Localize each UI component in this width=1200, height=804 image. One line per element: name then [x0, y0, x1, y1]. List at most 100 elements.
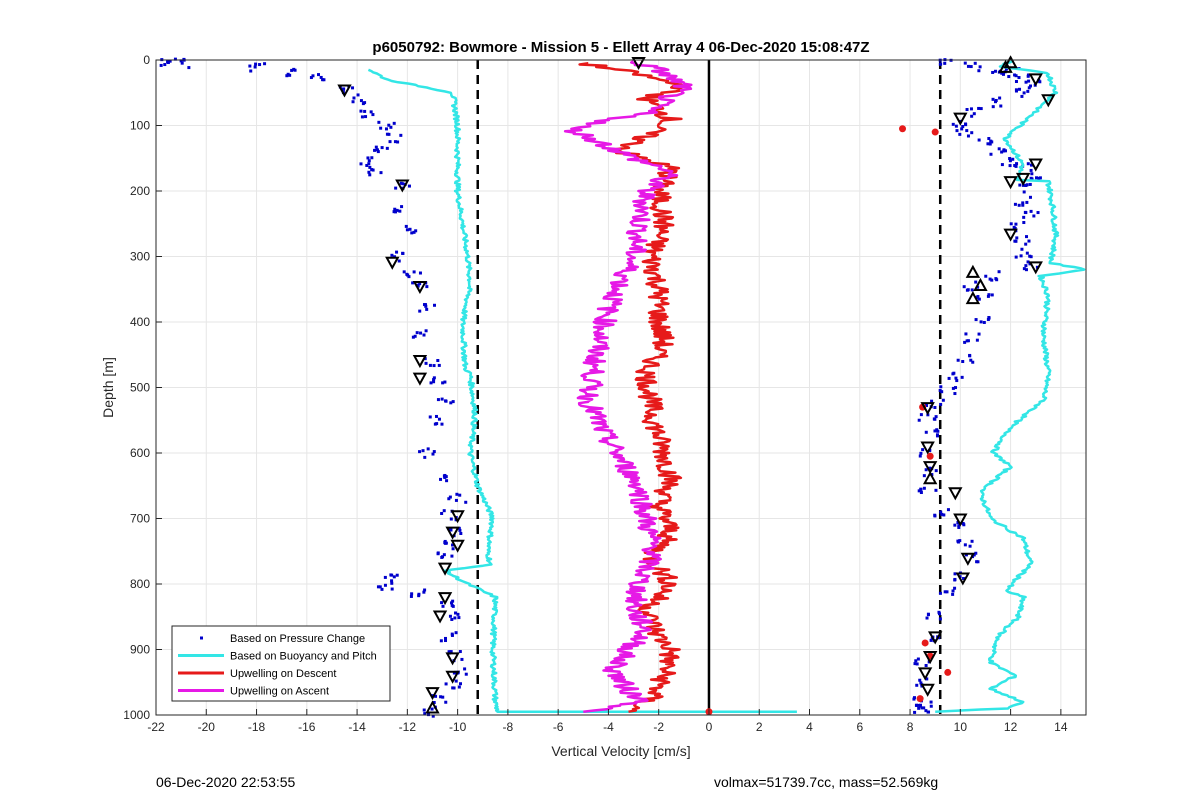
pressure-point	[464, 500, 468, 504]
pressure-point	[924, 430, 928, 434]
down-triangle-marker	[948, 487, 963, 501]
pressure-point	[434, 694, 438, 698]
pressure-point	[918, 454, 922, 458]
pressure-point	[452, 686, 456, 690]
pressure-point	[934, 415, 938, 419]
down-triangle-marker	[412, 372, 428, 386]
pressure-point	[970, 288, 974, 292]
pressure-point	[929, 700, 933, 704]
pressure-point	[986, 294, 990, 298]
pressure-point	[962, 577, 966, 581]
pressure-point	[400, 205, 404, 209]
pressure-point	[309, 76, 313, 80]
legend-box	[171, 625, 391, 702]
pressure-point	[1009, 222, 1013, 226]
pressure-point	[1024, 268, 1028, 272]
pressure-point	[442, 509, 446, 513]
pressure-point	[913, 662, 917, 666]
down-triangle-marker	[927, 631, 943, 645]
pressure-point	[1022, 221, 1026, 225]
pressure-point	[370, 156, 374, 160]
x-tick-label: -4	[603, 720, 614, 734]
pressure-point	[1000, 71, 1004, 75]
pressure-point	[928, 466, 932, 470]
pressure-point	[422, 333, 426, 337]
pressure-point	[977, 297, 981, 301]
pressure-point	[919, 413, 923, 417]
pressure-point	[352, 96, 356, 100]
pressure-point	[975, 338, 979, 342]
pressure-point	[937, 610, 941, 614]
pressure-point	[968, 544, 972, 548]
pressure-point	[915, 662, 919, 666]
pressure-point	[986, 317, 990, 321]
pressure-point	[385, 146, 389, 150]
pressure-point	[445, 479, 449, 483]
pressure-point	[919, 681, 923, 685]
pressure-point	[1017, 76, 1021, 80]
pressure-point	[1015, 162, 1019, 166]
pressure-point	[423, 712, 427, 716]
pressure-point	[1017, 203, 1021, 207]
down-triangle-marker	[395, 179, 410, 193]
pressure-point	[436, 552, 440, 556]
pressure-point	[1014, 88, 1018, 92]
pressure-point	[913, 710, 917, 714]
pressure-point	[317, 73, 321, 77]
pressure-point	[970, 114, 974, 118]
pressure-point	[444, 639, 448, 643]
pressure-point	[443, 539, 447, 543]
pressure-point	[1030, 163, 1034, 167]
down-triangle-marker	[953, 112, 968, 126]
pressure-point	[979, 107, 983, 111]
axes-box	[155, 59, 1087, 716]
pressure-point	[1026, 89, 1030, 93]
pressure-point	[432, 364, 436, 368]
pressure-point	[180, 61, 184, 65]
pressure-point	[285, 74, 289, 78]
pressure-point	[974, 280, 978, 284]
y-tick-label: 900	[130, 643, 150, 657]
pressure-point	[987, 293, 991, 297]
pressure-point	[389, 125, 393, 129]
down-triangle-marker	[631, 56, 646, 71]
x-tick-label: 0	[706, 720, 713, 734]
pressure-point	[402, 270, 406, 274]
pressure-point	[954, 376, 958, 380]
pressure-point	[1025, 200, 1029, 204]
red-dot-marker	[926, 452, 934, 460]
pressure-point	[994, 277, 998, 281]
pressure-point	[991, 70, 995, 74]
pressure-point	[418, 309, 422, 313]
pressure-point	[1011, 157, 1015, 161]
down-triangle-marker	[1003, 176, 1018, 190]
pressure-point	[444, 399, 448, 403]
pressure-point	[970, 131, 974, 135]
pressure-point	[916, 657, 920, 661]
pressure-point	[443, 473, 447, 477]
pressure-point	[376, 585, 380, 589]
pressure-point	[989, 139, 993, 143]
x-tick-label: 10	[954, 720, 968, 734]
pressure-point	[998, 96, 1002, 100]
pressure-point	[1021, 201, 1025, 205]
pressure-point	[424, 329, 428, 333]
pressure-point	[450, 617, 454, 621]
y-axis-label: Depth [m]	[100, 357, 116, 418]
down-triangle-marker	[425, 687, 440, 701]
red-dot-marker	[931, 128, 939, 136]
pressure-point	[925, 677, 929, 681]
pressure-point	[1019, 254, 1023, 258]
pressure-point	[976, 285, 980, 289]
pressure-point	[253, 65, 257, 69]
pressure-point	[919, 451, 923, 455]
pressure-point	[390, 253, 394, 257]
pressure-point	[965, 339, 969, 343]
pressure-point	[407, 184, 411, 188]
marker-layer	[337, 55, 1056, 716]
pressure-point	[917, 418, 921, 422]
pressure-point	[263, 62, 267, 66]
pressure-point	[319, 75, 323, 79]
pressure-point	[443, 380, 447, 384]
